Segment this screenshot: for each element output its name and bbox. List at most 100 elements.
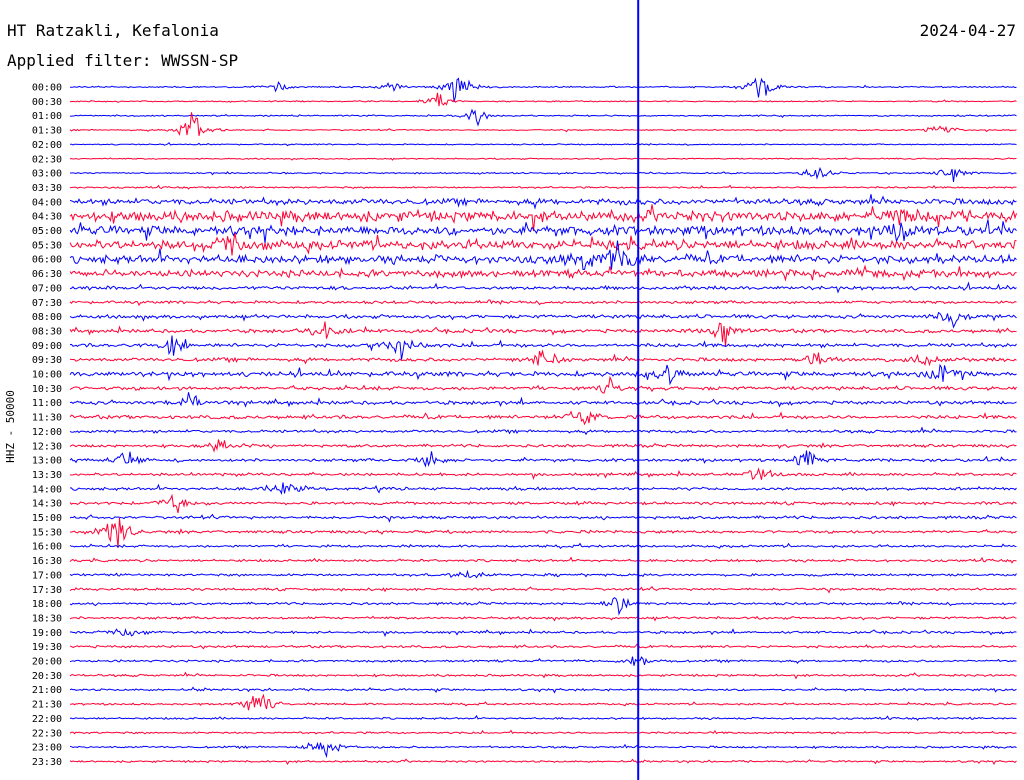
row-label: 13:00 <box>32 456 62 467</box>
trace-line <box>69 627 1017 638</box>
row-label: 06:00 <box>32 255 62 266</box>
trace-line <box>69 656 1017 666</box>
row-label: 02:00 <box>32 140 62 151</box>
trace-line <box>69 643 1017 650</box>
row-label: 20:30 <box>32 671 62 682</box>
row-label: 20:00 <box>32 657 62 668</box>
trace-line <box>69 299 1017 307</box>
row-label: 14:30 <box>32 499 62 510</box>
row-label: 10:30 <box>32 384 62 395</box>
row-label: 03:00 <box>32 169 62 180</box>
trace-line <box>69 556 1017 564</box>
row-label: 09:30 <box>32 355 62 366</box>
trace-line <box>69 686 1017 694</box>
row-label: 06:30 <box>32 269 62 280</box>
trace-line <box>70 142 1017 147</box>
row-label: 13:30 <box>32 470 62 481</box>
trace-line <box>69 335 1017 360</box>
trace-line <box>69 758 1017 766</box>
station-title: HT Ratzakli, Kefalonia <box>7 21 219 40</box>
trace-line <box>69 482 1017 496</box>
row-label: 00:30 <box>32 97 62 108</box>
trace-line <box>69 233 1017 256</box>
trace-line <box>69 219 1017 244</box>
trace-line <box>69 112 1017 136</box>
row-label: 11:30 <box>32 413 62 424</box>
filter-label: Applied filter: WWSSN-SP <box>7 51 239 70</box>
trace-line <box>69 586 1017 594</box>
trace-line <box>69 597 1017 616</box>
row-label: 21:00 <box>32 685 62 696</box>
trace-line <box>69 77 1017 103</box>
trace-line <box>69 615 1017 622</box>
row-label: 07:30 <box>32 298 62 309</box>
row-label: 10:00 <box>32 370 62 381</box>
row-label: 09:00 <box>32 341 62 352</box>
trace-line <box>69 194 1017 210</box>
row-label: 05:00 <box>32 226 62 237</box>
trace-line <box>69 467 1017 481</box>
row-label: 23:30 <box>32 757 62 768</box>
trace-line <box>69 349 1017 367</box>
row-label: 12:30 <box>32 441 62 452</box>
trace-line <box>69 311 1017 329</box>
row-label: 17:00 <box>32 570 62 581</box>
trace-line <box>69 671 1017 680</box>
trace-line <box>69 166 1017 183</box>
row-label: 04:00 <box>32 197 62 208</box>
trace-line <box>69 204 1017 232</box>
row-label: 07:00 <box>32 283 62 294</box>
trace-line <box>69 439 1017 453</box>
trace-line <box>69 426 1017 436</box>
row-label: 16:00 <box>32 542 62 553</box>
row-label: 05:30 <box>32 240 62 251</box>
row-label: 14:00 <box>32 484 62 495</box>
row-label: 04:30 <box>32 212 62 223</box>
trace-line <box>69 450 1017 468</box>
trace-line <box>69 321 1017 347</box>
trace-line <box>69 513 1017 523</box>
row-label: 11:00 <box>32 398 62 409</box>
trace-line <box>69 542 1017 550</box>
row-label: 18:30 <box>32 613 62 624</box>
trace-line <box>69 392 1017 408</box>
trace-line <box>69 493 1017 514</box>
row-label: 08:30 <box>32 326 62 337</box>
row-label: 18:00 <box>32 599 62 610</box>
trace-line <box>69 741 1017 759</box>
trace-line <box>69 693 1017 711</box>
trace-line <box>69 264 1017 282</box>
trace-line <box>69 714 1017 721</box>
trace-line <box>70 92 1017 107</box>
date-label: 2024-04-27 <box>919 21 1016 40</box>
row-label: 15:30 <box>32 527 62 538</box>
trace-line <box>69 363 1017 386</box>
row-label: 16:30 <box>32 556 62 567</box>
trace-line <box>69 108 1017 127</box>
row-label: 23:00 <box>32 743 62 754</box>
row-label: 01:30 <box>32 126 62 137</box>
row-label: 22:30 <box>32 728 62 739</box>
trace-line <box>69 569 1017 579</box>
row-label: 22:00 <box>32 714 62 725</box>
trace-line <box>69 729 1017 735</box>
trace-line <box>69 375 1017 394</box>
trace-line <box>69 517 1017 549</box>
row-label: 19:30 <box>32 642 62 653</box>
trace-line <box>69 240 1017 271</box>
trace-line <box>70 184 1017 190</box>
row-label: 00:00 <box>32 83 62 94</box>
row-label: 01:00 <box>32 111 62 122</box>
row-label: 19:00 <box>32 628 62 639</box>
row-label: 03:30 <box>32 183 62 194</box>
row-label: 21:30 <box>32 700 62 711</box>
trace-line <box>69 281 1017 294</box>
row-label: 17:30 <box>32 585 62 596</box>
trace-line <box>69 410 1017 426</box>
row-label: 02:30 <box>32 154 62 165</box>
row-label: 15:00 <box>32 513 62 524</box>
row-label: 12:00 <box>32 427 62 438</box>
row-label: 08:00 <box>32 312 62 323</box>
